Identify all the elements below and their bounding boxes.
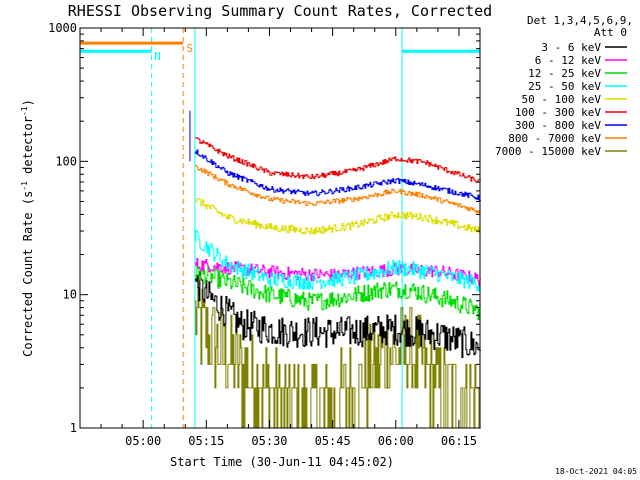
y-axis-label: Corrected Count Rate (s-1 detector-1) [20, 99, 35, 357]
x-tick-label: 06:15 [441, 434, 477, 448]
legend-label: 50 - 100 keV [522, 93, 602, 106]
x-tick-label: 05:15 [188, 434, 224, 448]
x-axis: 05:00 05:15 05:30 05:45 06:00 06:15 [100, 28, 477, 448]
legend-label: 25 - 50 keV [528, 80, 601, 93]
series-line [194, 271, 481, 358]
series-line [194, 230, 481, 292]
y-tick-label: 1 [70, 421, 77, 435]
flag-label: N [154, 50, 161, 63]
legend-label: 6 - 12 keV [535, 54, 602, 67]
x-tick-label: 05:00 [125, 434, 161, 448]
legend-label: 300 - 800 keV [515, 119, 601, 132]
y-axis: 1 10 100 1000 [48, 21, 480, 435]
y-tick-label: 100 [55, 154, 77, 168]
legend-attenuator: Att 0 [594, 26, 627, 39]
x-axis-label: Start Time (30-Jun-11 04:45:02) [170, 455, 394, 469]
series-line [194, 197, 481, 236]
y-tick-label: 1000 [48, 21, 77, 35]
legend-detectors: Det 1,3,4,5,6,9, [527, 14, 633, 27]
legend-label: 3 - 6 keV [541, 41, 601, 54]
plot-frame [79, 27, 481, 429]
legend-label: 12 - 25 keV [528, 67, 601, 80]
chart-title: RHESSI Observing Summary Count Rates, Co… [68, 2, 492, 20]
legend-label: 100 - 300 keV [515, 106, 601, 119]
y-tick-label: 10 [63, 288, 77, 302]
series-layer [189, 110, 481, 429]
footer-date: 18-Oct-2021 04:05 [555, 467, 637, 476]
legend-label: 7000 - 15000 keV [495, 145, 601, 158]
x-tick-label: 05:45 [315, 434, 351, 448]
flag-label: S [187, 42, 194, 55]
legend-label: 800 - 7000 keV [508, 132, 601, 145]
x-tick-label: 05:30 [251, 434, 287, 448]
x-tick-label: 06:00 [378, 434, 414, 448]
flag-layer: SN [80, 41, 480, 63]
series-line [194, 164, 481, 214]
series-line [194, 137, 481, 183]
series-line [194, 149, 481, 201]
